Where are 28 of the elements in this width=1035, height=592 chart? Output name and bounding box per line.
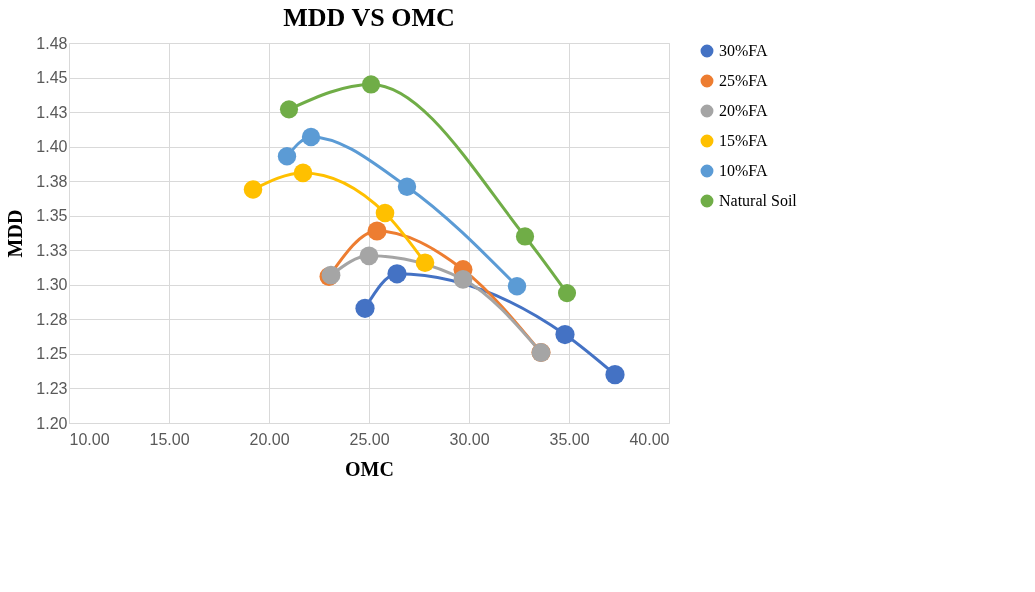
legend-label: Natural Soil xyxy=(719,192,798,209)
x-axis-title: OMC xyxy=(345,457,394,480)
legend-label: 10%FA xyxy=(719,162,769,179)
chart-title: MDD VS OMC xyxy=(283,3,455,32)
x-tick-label: 15.00 xyxy=(149,430,190,448)
y-tick-label: 1.20 xyxy=(36,414,68,432)
y-tick-label: 1.45 xyxy=(36,69,68,87)
x-tick-label: 20.00 xyxy=(249,430,290,448)
y-tick-label: 1.30 xyxy=(36,276,68,294)
legend-label: 25%FA xyxy=(719,72,769,89)
y-tick-label: 1.38 xyxy=(36,172,68,190)
legend-label: 20%FA xyxy=(719,102,769,119)
y-tick-label: 1.35 xyxy=(36,207,68,225)
y-tick-label: 1.48 xyxy=(36,34,68,52)
y-tick-label: 1.33 xyxy=(36,241,68,259)
legend-label: 30%FA xyxy=(719,42,769,59)
x-tick-label: 10.00 xyxy=(69,430,110,448)
x-tick-label: 25.00 xyxy=(349,430,390,448)
y-tick-label: 1.43 xyxy=(36,103,68,121)
y-tick-label: 1.40 xyxy=(36,138,68,156)
y-axis-title: MDD xyxy=(4,209,27,258)
x-tick-label: 40.00 xyxy=(629,430,670,448)
y-tick-label: 1.25 xyxy=(36,345,68,363)
y-tick-label: 1.23 xyxy=(36,379,68,397)
x-tick-label: 30.00 xyxy=(449,430,490,448)
y-tick-label: 1.28 xyxy=(36,310,68,328)
legend-label: 15%FA xyxy=(719,132,769,149)
x-tick-label: 35.00 xyxy=(549,430,590,448)
